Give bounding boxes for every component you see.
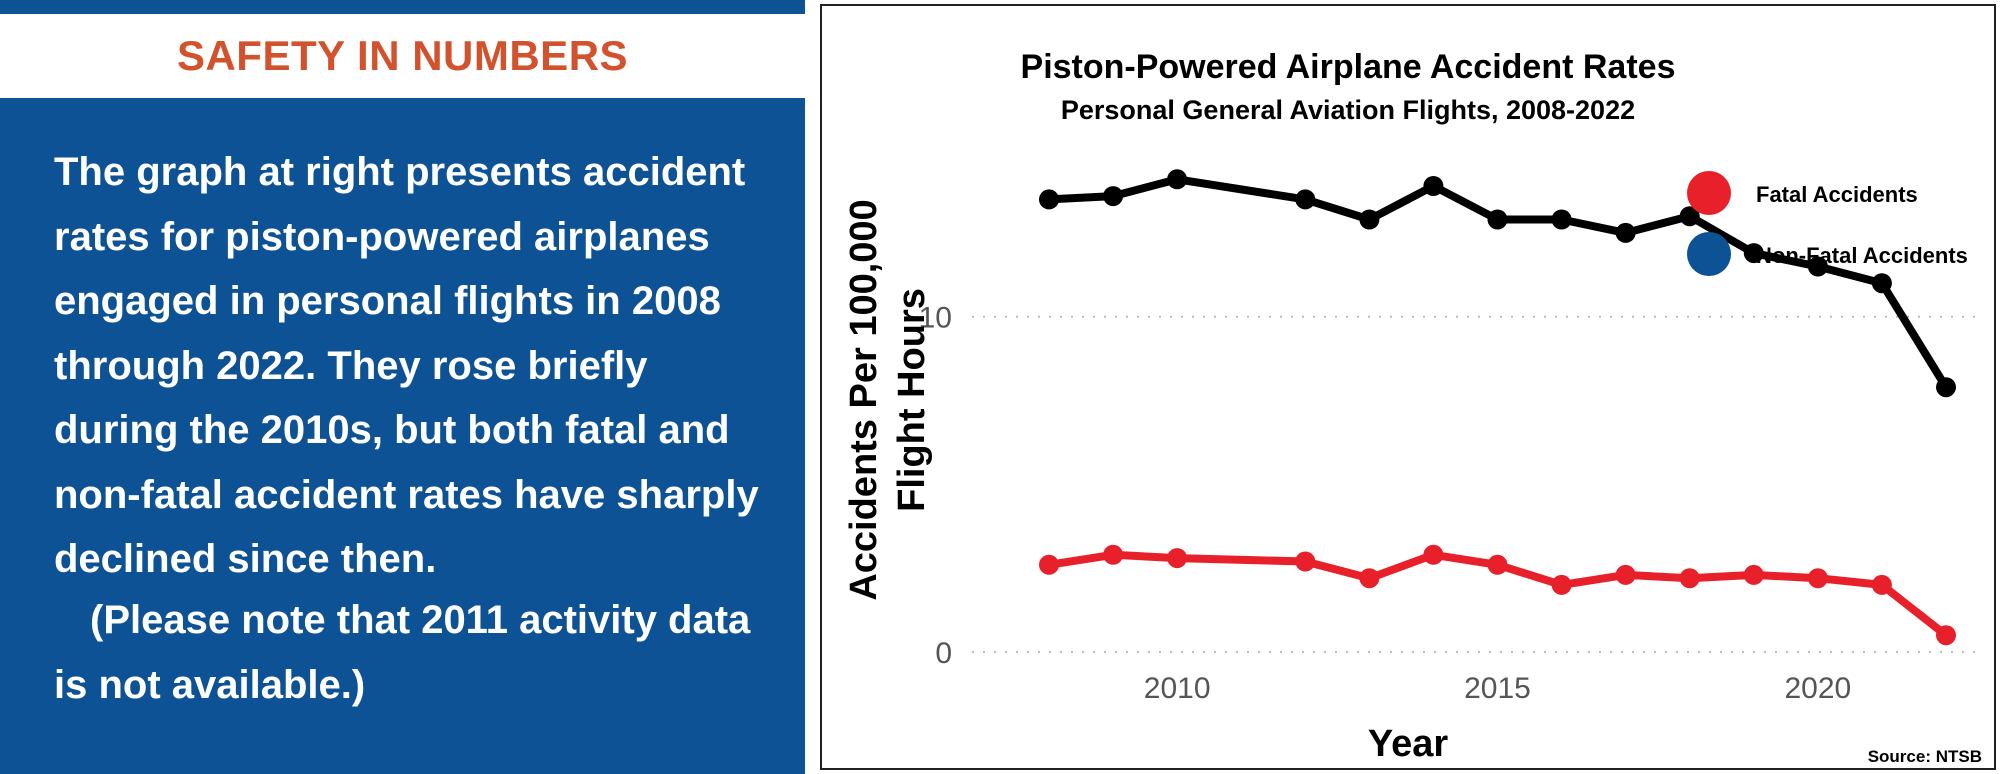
- data-point: [1103, 544, 1124, 565]
- legend-marker-fatal: [1687, 171, 1731, 215]
- legend-label-fatal: Fatal Accidents: [1756, 182, 1918, 207]
- panel-body: The graph at right presents accident rat…: [0, 98, 805, 774]
- data-point: [1936, 377, 1956, 398]
- legend-label-nonfatal: Non-Fatal Accidents: [1756, 243, 1968, 268]
- data-note: (Please note that 2011 activity data is …: [54, 598, 751, 707]
- data-point: [1359, 209, 1380, 230]
- data-point: [1615, 564, 1636, 585]
- x-tick-label: 2015: [1464, 672, 1531, 705]
- y-axis-ticks: 0 10: [919, 302, 952, 670]
- data-point: [1487, 209, 1508, 230]
- x-tick-label: 2020: [1784, 672, 1851, 705]
- data-point: [1167, 169, 1188, 190]
- panel-title: SAFETY IN NUMBERS: [176, 32, 629, 79]
- x-tick-label: 2010: [1144, 672, 1211, 705]
- series-layer: [1039, 169, 1956, 646]
- data-point: [1871, 273, 1892, 294]
- legend: Fatal Accidents Non-Fatal Accidents: [1687, 171, 1968, 276]
- top-accent-bar: [0, 0, 805, 14]
- data-point: [1743, 243, 1764, 264]
- data-point: [1807, 568, 1828, 589]
- data-point: [1039, 554, 1059, 575]
- series-line: [1045, 550, 1950, 640]
- data-point: [1615, 222, 1636, 243]
- data-point: [1039, 189, 1059, 210]
- y-axis-label-line1: Accidents Per 100,000: [843, 199, 885, 600]
- data-point: [1936, 625, 1956, 646]
- chart-subtitle: Personal General Aviation Flights, 2008-…: [1061, 95, 1635, 125]
- data-point: [1551, 209, 1572, 230]
- data-point: [1807, 256, 1828, 277]
- chart-title: Piston-Powered Airplane Accident Rates: [1021, 48, 1676, 86]
- series-line: [1045, 175, 1950, 392]
- y-tick-label: 10: [919, 302, 952, 335]
- gridlines: [972, 315, 1982, 653]
- x-axis-label: Year: [1368, 723, 1449, 765]
- source-note: Source: NTSB: [1868, 747, 1982, 766]
- data-point: [1295, 189, 1316, 210]
- description-paragraph: The graph at right presents accident rat…: [54, 150, 759, 581]
- legend-marker-nonfatal: [1687, 232, 1731, 276]
- data-point: [1551, 574, 1572, 595]
- x-axis-ticks: 2010 2015 2020: [1144, 672, 1851, 705]
- info-panel: SAFETY IN NUMBERS The graph at right pre…: [0, 0, 805, 774]
- data-point: [1679, 568, 1700, 589]
- data-point: [1743, 564, 1764, 585]
- series-0: [1039, 169, 1956, 398]
- panel-header: SAFETY IN NUMBERS: [0, 14, 805, 98]
- data-point: [1423, 544, 1444, 565]
- data-point: [1295, 551, 1316, 572]
- series-1: [1039, 544, 1956, 646]
- y-tick-label: 0: [935, 637, 952, 670]
- accident-rate-chart: Piston-Powered Airplane Accident Rates P…: [843, 48, 1982, 766]
- chart-frame: Piston-Powered Airplane Accident Rates P…: [820, 4, 1996, 770]
- data-point: [1167, 548, 1188, 569]
- data-point: [1423, 176, 1444, 196]
- data-point: [1103, 186, 1124, 207]
- data-point: [1359, 568, 1380, 589]
- data-point: [1487, 554, 1508, 575]
- data-point: [1679, 206, 1700, 227]
- y-axis-label-line2: Flight Hours: [891, 288, 933, 512]
- data-point: [1871, 574, 1892, 595]
